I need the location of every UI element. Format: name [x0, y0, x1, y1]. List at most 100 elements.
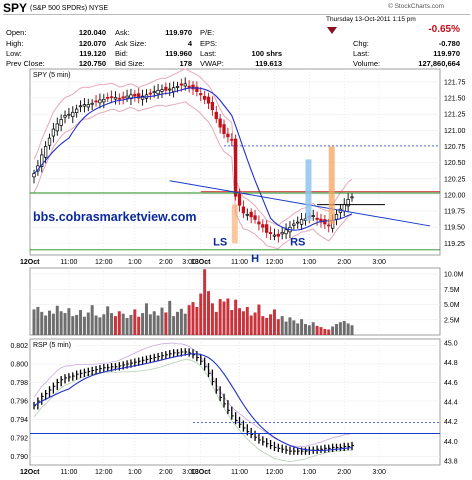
rsp-envelope-upper [33, 342, 353, 447]
volume-bar [226, 298, 230, 335]
quote-label: Ask Size: [115, 39, 147, 48]
candle-body [218, 118, 222, 128]
volume-bar [63, 313, 67, 335]
candle-body [183, 83, 187, 87]
x-tick-label: 2:00 [337, 469, 351, 476]
x-tick-label: 3:00 [182, 469, 196, 476]
candle-body [63, 115, 67, 118]
y-tick-label: 10.0M [444, 272, 464, 279]
quote-label: P/E: [200, 28, 215, 37]
volume-bar [199, 293, 203, 335]
target-box-orange [328, 146, 335, 224]
volume-bar [156, 315, 160, 335]
volume-bar [288, 317, 292, 335]
volume-bar [218, 299, 222, 335]
volume-bar [152, 311, 156, 335]
quote-value: 120.750 [78, 59, 106, 68]
quote-label: High: [6, 39, 24, 48]
x-tick-label: 12:00 [95, 259, 113, 266]
volume-bar [172, 316, 176, 335]
quote-value: 119.970 [165, 28, 192, 37]
volume-bar [238, 308, 242, 335]
candle-body [102, 99, 106, 103]
y-tick-label: 120.00 [444, 192, 466, 199]
volume-bar [75, 314, 79, 335]
panel-title-bg [31, 70, 77, 79]
x-tick-label: 12Oct [20, 259, 40, 266]
y-tick-label: 120.25 [444, 176, 466, 183]
y-tick-label: 7.5M [444, 287, 460, 294]
symbol-title: SPY [3, 1, 28, 15]
candle-body [168, 88, 172, 91]
volume-bar [160, 307, 164, 335]
quote-label: VWAP: [200, 59, 224, 68]
x-tick-label: 12:00 [266, 259, 284, 266]
volume-bar [207, 291, 211, 335]
volume-bar [203, 269, 207, 335]
volume-bar [133, 309, 137, 335]
x-tick-label: 2:00 [159, 469, 173, 476]
volume-bar [59, 311, 63, 335]
volume-bar [129, 314, 133, 335]
volume-bar [292, 320, 296, 335]
bollinger-lower [33, 101, 353, 250]
y-tick-label: 119.50 [444, 225, 465, 232]
candle-body [230, 138, 234, 141]
volume-bar [276, 319, 280, 335]
volume-bar [55, 305, 59, 335]
volume-bar [323, 328, 327, 335]
y-tick-label: 5.0M [444, 302, 460, 309]
volume-bar [40, 311, 44, 335]
volume-bar [222, 301, 226, 335]
volume-bar [82, 316, 86, 335]
candle-body [350, 196, 354, 199]
candle-body [315, 217, 319, 220]
quote-label: Last: [353, 49, 370, 58]
volume-bar [183, 313, 187, 335]
volume-bar [311, 322, 315, 335]
rsp-moving-average [33, 353, 353, 452]
volume-bar [230, 310, 234, 335]
y-tick-label: 121.25 [444, 112, 466, 119]
volume-bar [249, 315, 253, 335]
volume-bar [303, 324, 307, 335]
volume-bar [265, 317, 269, 335]
volume-bar [121, 313, 125, 335]
neckline-trendline [169, 180, 431, 227]
quote-value: 119.613 [255, 59, 282, 68]
candle-body [199, 93, 203, 96]
quote-value: 119.970 [433, 49, 460, 58]
pct-change: -0.65% [428, 24, 460, 35]
candle-body [195, 86, 199, 92]
candle-body [237, 193, 242, 206]
quote-label: Last: [200, 49, 217, 58]
quote-value: 100 shrs [251, 49, 282, 58]
candle-body [175, 86, 180, 88]
quote-value: 119.960 [165, 49, 192, 58]
volume-bar [195, 306, 199, 335]
candle-body [75, 108, 79, 114]
target-box-orange-left [231, 204, 238, 244]
candle-body [334, 213, 339, 220]
candle-body [296, 221, 300, 224]
candle-body [156, 89, 160, 95]
pattern-label-right-shoulder: RS [290, 236, 305, 248]
y-tick-label: 120.75 [444, 144, 466, 151]
x-tick-label: 3:00 [372, 259, 386, 266]
candle-body [268, 232, 273, 235]
candle-body [265, 224, 269, 233]
volume-bar [253, 312, 257, 335]
volume-bar [148, 314, 152, 335]
candle-body [214, 111, 218, 120]
volume-bar [106, 306, 110, 335]
x-tick-label: 2:00 [159, 259, 173, 266]
y-tick-label-right: 44.2 [444, 419, 458, 426]
y-tick-label-right: 43.8 [444, 459, 458, 466]
candle-body [323, 219, 327, 225]
quote-label: Bid: [115, 49, 128, 58]
candle-body [32, 173, 36, 178]
volume-bar [51, 313, 55, 335]
y-tick-label-right: 44.8 [444, 360, 458, 367]
x-tick-label: 13Oct [191, 259, 211, 266]
